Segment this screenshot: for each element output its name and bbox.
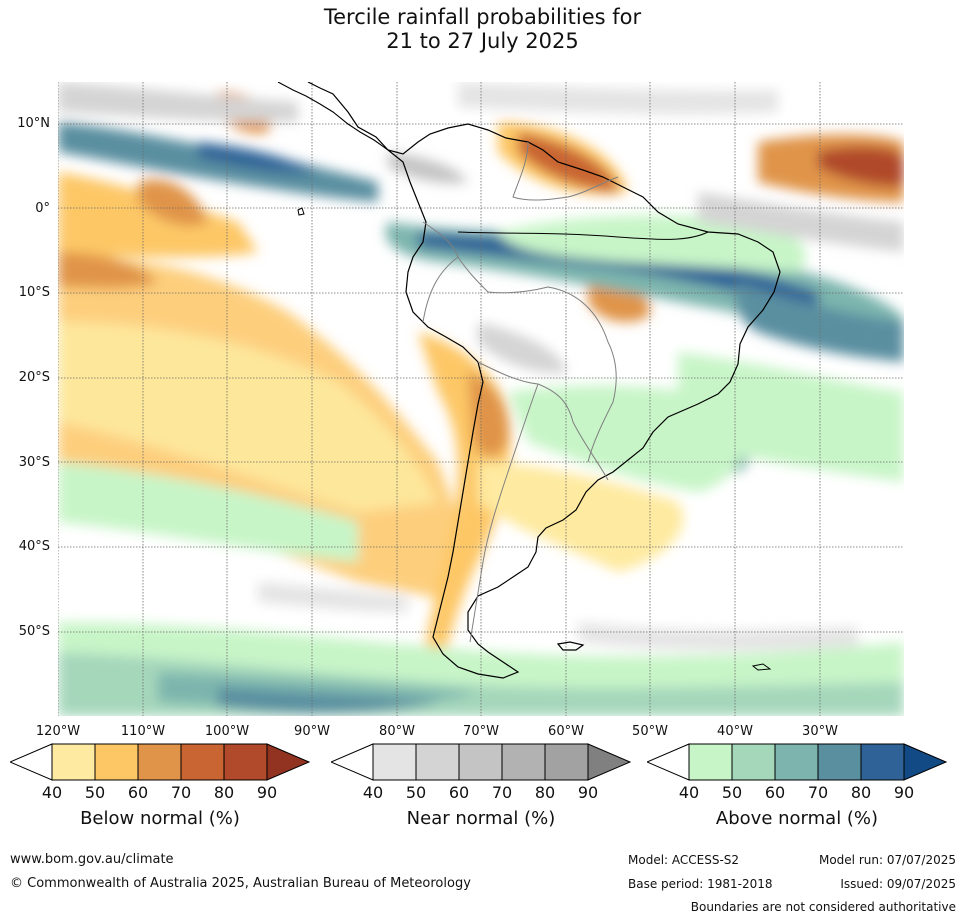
below-colorbar-tick: 70: [170, 783, 192, 802]
colorbar-below-normal: [10, 743, 310, 783]
below-colorbar-bin: [94, 743, 139, 781]
lon-label-80w: 80°W: [379, 724, 415, 739]
above-colorbar-bin: [731, 743, 776, 781]
below-colorbar-tick: 60: [127, 783, 149, 802]
lon-label-120w: 120°W: [35, 724, 81, 739]
above-colorbar-bin: [860, 743, 905, 781]
lon-label-100w: 100°W: [204, 724, 250, 739]
below-colorbar-max-arrow: [266, 743, 310, 781]
above-colorbar-min-arrow: [647, 743, 690, 781]
lon-label-30w: 30°W: [802, 724, 838, 739]
lat-label-20s: 20°S: [18, 370, 50, 385]
near-colorbar-bin: [415, 743, 460, 781]
colorbar-near-normal: [331, 743, 631, 783]
rainfall-probability-map: [58, 82, 904, 716]
near-colorbar-tick: 50: [405, 783, 427, 802]
footer-url[interactable]: www.bom.gov.au/climate: [10, 852, 174, 867]
near-colorbar-bin: [372, 743, 417, 781]
lon-label-110w: 110°W: [120, 724, 166, 739]
near-colorbar-max-arrow: [587, 743, 631, 781]
legend-title-below: Below normal (%): [80, 808, 240, 829]
near-colorbar-bin: [501, 743, 546, 781]
below-colorbar-tick: 50: [84, 783, 106, 802]
above-colorbar-tick: 90: [893, 783, 915, 802]
footer-model-run: Model run: 07/07/2025: [818, 853, 956, 867]
above-colorbar-max-arrow: [903, 743, 947, 781]
near-colorbar-tick: 60: [448, 783, 470, 802]
graticule: [58, 82, 904, 716]
above-colorbar-bin: [817, 743, 862, 781]
near-colorbar-tick: 40: [362, 783, 384, 802]
below-colorbar-bin: [180, 743, 225, 781]
footer-base-period: Base period: 1981-2018: [628, 877, 773, 891]
above-colorbar-bin: [774, 743, 819, 781]
lat-label-10n: 10°N: [17, 116, 50, 131]
lat-label-0: 0°: [35, 201, 50, 216]
above-colorbar-bin: [688, 743, 733, 781]
near-colorbar-tick: 80: [534, 783, 556, 802]
probability-field: [58, 82, 904, 716]
lon-label-60w: 60°W: [548, 724, 584, 739]
above-colorbar-tick: 40: [678, 783, 700, 802]
lat-label-10s: 10°S: [18, 285, 50, 300]
near-colorbar-min-arrow: [331, 743, 374, 781]
country-borders: [422, 141, 619, 643]
lat-label-40s: 40°S: [18, 539, 50, 554]
below-colorbar-min-arrow: [10, 743, 53, 781]
colorbar-above-normal: [647, 743, 947, 783]
footer-disclaimer: Boundaries are not considered authoritat…: [690, 900, 956, 914]
footer-copyright: © Commonwealth of Australia 2025, Austra…: [10, 876, 471, 891]
lon-label-70w: 70°W: [463, 724, 499, 739]
above-colorbar-tick: 70: [807, 783, 829, 802]
below-colorbar-bin: [137, 743, 182, 781]
above-colorbar-tick: 80: [850, 783, 872, 802]
footer-model: Model: ACCESS-S2: [628, 853, 740, 867]
below-colorbar-bin: [223, 743, 268, 781]
map-date-range: 21 to 27 July 2025: [386, 29, 579, 53]
above-colorbar-tick: 60: [764, 783, 786, 802]
map-title: Tercile rainfall probabilities for: [323, 5, 642, 29]
legend-title-above: Above normal (%): [715, 808, 879, 829]
central-america-coastline: [277, 82, 389, 151]
near-colorbar-bin: [458, 743, 503, 781]
near-colorbar-bin: [544, 743, 589, 781]
south-america-coastline: [307, 82, 781, 679]
lon-label-40w: 40°W: [717, 724, 753, 739]
below-colorbar-bin: [51, 743, 96, 781]
below-colorbar-tick: 80: [213, 783, 235, 802]
footer-issued: Issued: 09/07/2025: [840, 877, 956, 891]
lat-label-50s: 50°S: [18, 624, 50, 639]
legend-title-near: Near normal (%): [406, 808, 556, 829]
lat-label-30s: 30°S: [18, 455, 50, 470]
lon-label-90w: 90°W: [294, 724, 330, 739]
below-colorbar-tick: 40: [41, 783, 63, 802]
below-colorbar-tick: 90: [256, 783, 278, 802]
above-colorbar-tick: 50: [721, 783, 743, 802]
near-colorbar-tick: 90: [577, 783, 599, 802]
lon-label-50w: 50°W: [632, 724, 668, 739]
near-colorbar-tick: 70: [491, 783, 513, 802]
